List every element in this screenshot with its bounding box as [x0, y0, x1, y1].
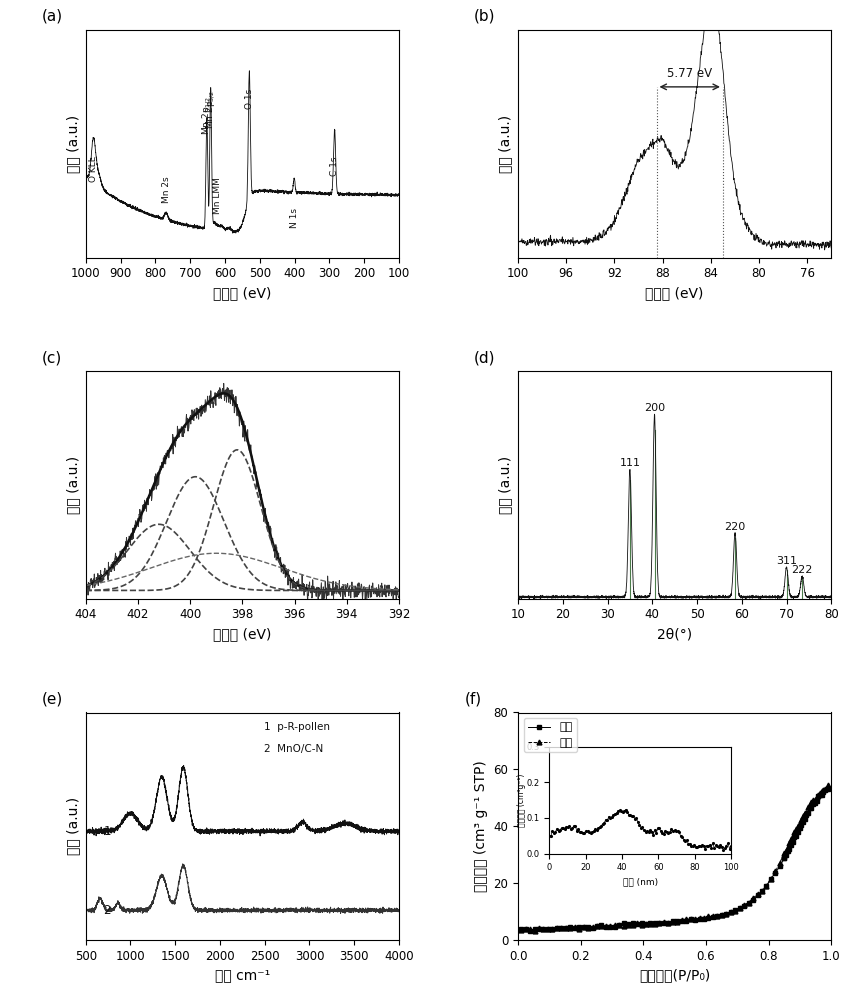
吸附 — [560, 922, 571, 934]
吸附 — [801, 809, 812, 821]
解吸 — [823, 779, 833, 791]
X-axis label: 结合能 (eV): 结合能 (eV) — [213, 627, 272, 641]
Text: (b): (b) — [474, 9, 495, 24]
吸附 — [789, 831, 800, 843]
解吸 — [525, 923, 536, 935]
X-axis label: 结合能 (eV): 结合能 (eV) — [645, 286, 704, 300]
Y-axis label: 强度 (a.u.): 强度 (a.u.) — [66, 797, 81, 855]
解吸 — [704, 910, 714, 922]
Text: 1  p-R-pollen: 1 p-R-pollen — [264, 722, 330, 732]
Text: 111: 111 — [620, 458, 640, 468]
Text: C 1s: C 1s — [330, 156, 339, 176]
解吸 — [538, 923, 548, 935]
Text: 5.77 eV: 5.77 eV — [667, 67, 712, 80]
解吸 — [801, 807, 812, 819]
Text: 1: 1 — [104, 825, 111, 838]
Text: (a): (a) — [42, 9, 63, 24]
解吸 — [516, 924, 526, 936]
Y-axis label: 强度 (a.u.): 强度 (a.u.) — [499, 456, 512, 514]
吸附 — [538, 923, 548, 935]
Y-axis label: 吸附体积 (cm³ g⁻¹ STP): 吸附体积 (cm³ g⁻¹ STP) — [474, 760, 488, 892]
Text: 220: 220 — [724, 522, 746, 532]
X-axis label: 相对压力(P/P₀): 相对压力(P/P₀) — [639, 968, 710, 982]
X-axis label: 2θ(°): 2θ(°) — [657, 627, 692, 641]
X-axis label: 结合能 (eV): 结合能 (eV) — [213, 286, 272, 300]
Text: Mn 2s: Mn 2s — [162, 176, 171, 203]
X-axis label: 波数 cm⁻¹: 波数 cm⁻¹ — [215, 968, 270, 982]
Text: Mn LMM: Mn LMM — [213, 177, 223, 214]
吸附 — [530, 923, 540, 935]
吸附 — [525, 925, 536, 937]
Text: N 1s: N 1s — [290, 208, 299, 228]
Text: 2  MnO/C-N: 2 MnO/C-N — [264, 744, 323, 754]
Text: O 1s: O 1s — [245, 89, 254, 109]
吸附 — [516, 923, 526, 935]
Text: Mn 2p$_{1/2}$: Mn 2p$_{1/2}$ — [201, 96, 213, 135]
Y-axis label: 强度 (a.u.): 强度 (a.u.) — [499, 115, 512, 173]
Text: O KLL: O KLL — [89, 156, 98, 182]
Text: 222: 222 — [792, 565, 813, 575]
解吸 — [530, 925, 540, 937]
Text: (f): (f) — [464, 691, 482, 706]
Text: (c): (c) — [42, 350, 62, 365]
Text: 2: 2 — [104, 904, 111, 917]
Text: (d): (d) — [474, 350, 495, 365]
Text: 200: 200 — [644, 403, 665, 413]
Text: Mn 2p$_{3/2}$: Mn 2p$_{3/2}$ — [204, 90, 217, 129]
吸附 — [704, 912, 714, 924]
Legend: 吸附, 解吸: 吸附, 解吸 — [524, 718, 577, 752]
Line: 吸附: 吸附 — [518, 786, 830, 933]
Text: 311: 311 — [776, 556, 797, 566]
吸附 — [823, 783, 833, 795]
解吸 — [560, 922, 571, 934]
Y-axis label: 强度 (a.u.): 强度 (a.u.) — [66, 115, 81, 173]
Y-axis label: 强度 (a.u.): 强度 (a.u.) — [66, 456, 81, 514]
Line: 解吸: 解吸 — [518, 783, 830, 933]
解吸 — [789, 826, 800, 838]
Text: (e): (e) — [42, 691, 63, 706]
